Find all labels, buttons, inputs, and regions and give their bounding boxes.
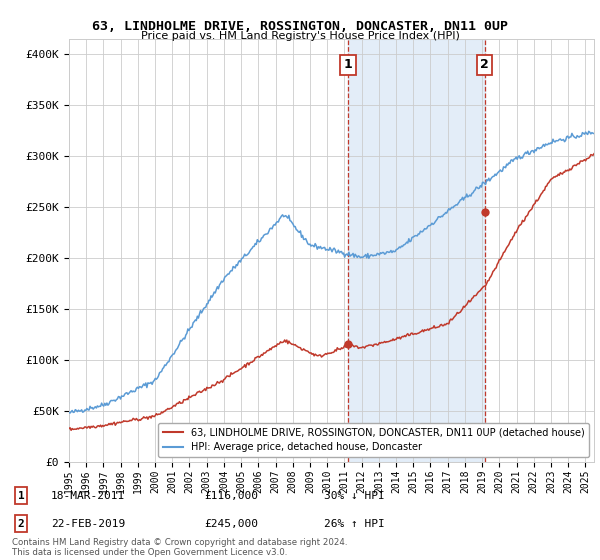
Text: 18-MAR-2011: 18-MAR-2011 xyxy=(51,491,125,501)
Bar xyxy=(348,39,485,462)
Text: 2: 2 xyxy=(480,58,489,71)
Text: Contains HM Land Registry data © Crown copyright and database right 2024.
This d: Contains HM Land Registry data © Crown c… xyxy=(12,538,347,557)
Text: 26% ↑ HPI: 26% ↑ HPI xyxy=(324,519,385,529)
Text: 1: 1 xyxy=(17,491,25,501)
Text: £116,000: £116,000 xyxy=(204,491,258,501)
Text: £245,000: £245,000 xyxy=(204,519,258,529)
Text: 2: 2 xyxy=(17,519,25,529)
Text: 63, LINDHOLME DRIVE, ROSSINGTON, DONCASTER, DN11 0UP: 63, LINDHOLME DRIVE, ROSSINGTON, DONCAST… xyxy=(92,20,508,32)
Text: 22-FEB-2019: 22-FEB-2019 xyxy=(51,519,125,529)
Text: 30% ↓ HPI: 30% ↓ HPI xyxy=(324,491,385,501)
Legend: 63, LINDHOLME DRIVE, ROSSINGTON, DONCASTER, DN11 0UP (detached house), HPI: Aver: 63, LINDHOLME DRIVE, ROSSINGTON, DONCAST… xyxy=(158,423,589,457)
Text: 1: 1 xyxy=(344,58,352,71)
Text: Price paid vs. HM Land Registry's House Price Index (HPI): Price paid vs. HM Land Registry's House … xyxy=(140,31,460,41)
